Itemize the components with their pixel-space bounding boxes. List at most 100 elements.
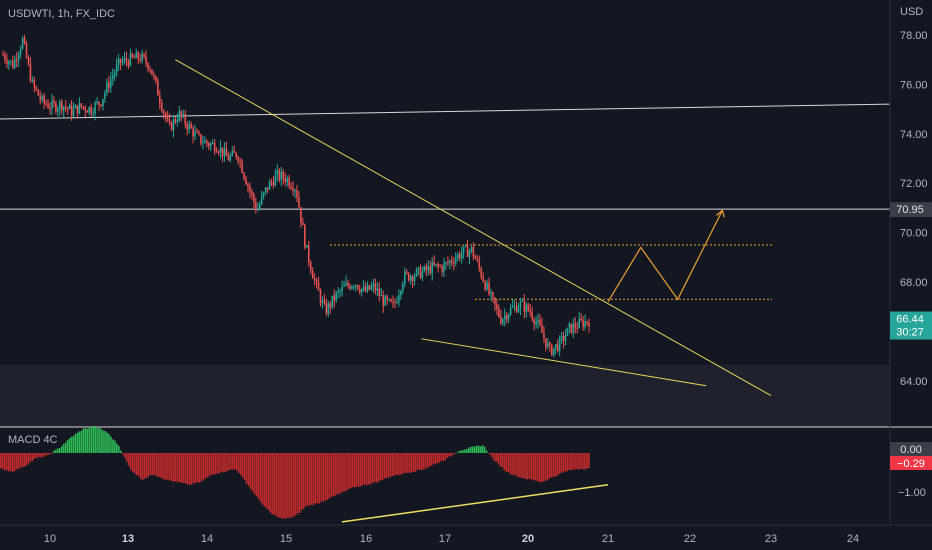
macd-bar <box>475 445 478 453</box>
candle-body <box>341 286 343 291</box>
candle-body <box>458 254 461 259</box>
candle-body <box>102 98 104 107</box>
candle-body <box>100 104 102 107</box>
macd-bar <box>529 453 531 479</box>
macd-bar <box>271 453 273 515</box>
macd-bar <box>47 453 49 455</box>
candle-body <box>74 105 77 109</box>
candle-body <box>537 319 539 322</box>
candle-body <box>47 104 49 108</box>
candle-body <box>552 348 555 356</box>
macd-bar <box>226 453 228 472</box>
macd-bar <box>182 453 185 484</box>
last-price-tag <box>890 311 932 340</box>
macd-bar <box>289 453 291 519</box>
candle-body <box>460 253 463 259</box>
macd-bar <box>137 453 140 476</box>
candle-body <box>462 246 465 254</box>
candle-body <box>360 289 363 293</box>
candle-body <box>160 103 163 111</box>
macd-bar <box>41 453 43 458</box>
candle-body <box>327 303 330 315</box>
level-price-tag-text: 70.95 <box>896 204 924 216</box>
macd-bar <box>511 453 513 475</box>
time-axis[interactable]: 10 13 14 15 16 17 20 21 22 23 24 <box>44 533 859 545</box>
projection-path[interactable] <box>607 210 723 303</box>
macd-zero-tag <box>890 442 932 456</box>
candle-body <box>45 102 47 105</box>
upper-trendline[interactable] <box>175 59 772 397</box>
candle-body <box>317 281 320 291</box>
macd-bar <box>167 453 169 480</box>
candle-body <box>137 52 140 59</box>
macd-bar <box>515 453 517 476</box>
macd-bar <box>357 453 360 487</box>
candle-body <box>143 54 145 57</box>
macd-bar <box>27 453 30 465</box>
macd-bar <box>586 453 588 469</box>
candle-body <box>535 321 537 325</box>
candle-body <box>2 54 4 56</box>
candle-body <box>421 271 424 279</box>
time-tick-label: 23 <box>765 533 777 545</box>
candle-body <box>400 291 402 296</box>
macd-bar <box>39 453 41 457</box>
candle-body <box>190 124 192 129</box>
candle-body <box>386 296 388 300</box>
macd-bar <box>322 453 325 502</box>
macd-bar <box>37 453 39 458</box>
candle-body <box>121 60 124 63</box>
candle-body <box>588 322 590 327</box>
macd-bar <box>11 453 14 473</box>
candle-body <box>519 301 522 309</box>
macd-bar <box>383 453 386 479</box>
macd-bar <box>295 453 297 516</box>
candle-body <box>354 285 357 287</box>
candle-body <box>88 107 91 113</box>
candle-body <box>347 282 349 286</box>
macd-bar <box>509 453 511 474</box>
macd-bar <box>519 453 521 478</box>
candle-body <box>264 187 267 193</box>
lower-trendline[interactable] <box>421 338 707 387</box>
candle-body <box>417 267 420 270</box>
candle-body <box>547 343 549 348</box>
candle-body <box>484 281 486 290</box>
macd-trendline[interactable] <box>341 484 609 523</box>
sloped-horizontal-line[interactable] <box>0 103 891 120</box>
macd-bar <box>432 453 435 465</box>
macd-bar <box>9 453 12 471</box>
candle-body <box>133 56 136 59</box>
macd-bar <box>222 453 224 473</box>
macd-bar <box>336 453 338 495</box>
candle-body <box>541 324 543 333</box>
candle-body <box>262 192 265 197</box>
macd-bar <box>409 453 411 473</box>
macd-bar <box>249 453 252 489</box>
macd-bar <box>580 453 582 469</box>
candle-body <box>482 276 484 282</box>
candle-body <box>227 156 230 161</box>
macd-bar <box>564 453 567 472</box>
macd-bar <box>472 446 474 453</box>
macd-bar <box>119 450 122 453</box>
macd-bar <box>149 453 152 475</box>
demand-zone <box>0 364 890 427</box>
candle-body <box>178 111 181 121</box>
macd-bar <box>287 453 289 518</box>
macd-bar <box>273 453 275 515</box>
candle-body <box>268 181 271 190</box>
candle-body <box>33 79 36 87</box>
macd-bar <box>414 453 417 472</box>
macd-bar <box>0 453 2 469</box>
macd-bar <box>489 453 492 455</box>
candle-body <box>433 262 435 265</box>
candle-body <box>405 271 408 273</box>
candle-body <box>166 117 169 120</box>
macd-value-tag-text: −0.29 <box>897 458 925 470</box>
macd-bar <box>308 453 311 506</box>
candle-body <box>188 124 190 130</box>
macd-bar <box>57 448 59 453</box>
macd-bar <box>456 452 458 454</box>
macd-bar <box>527 453 529 480</box>
